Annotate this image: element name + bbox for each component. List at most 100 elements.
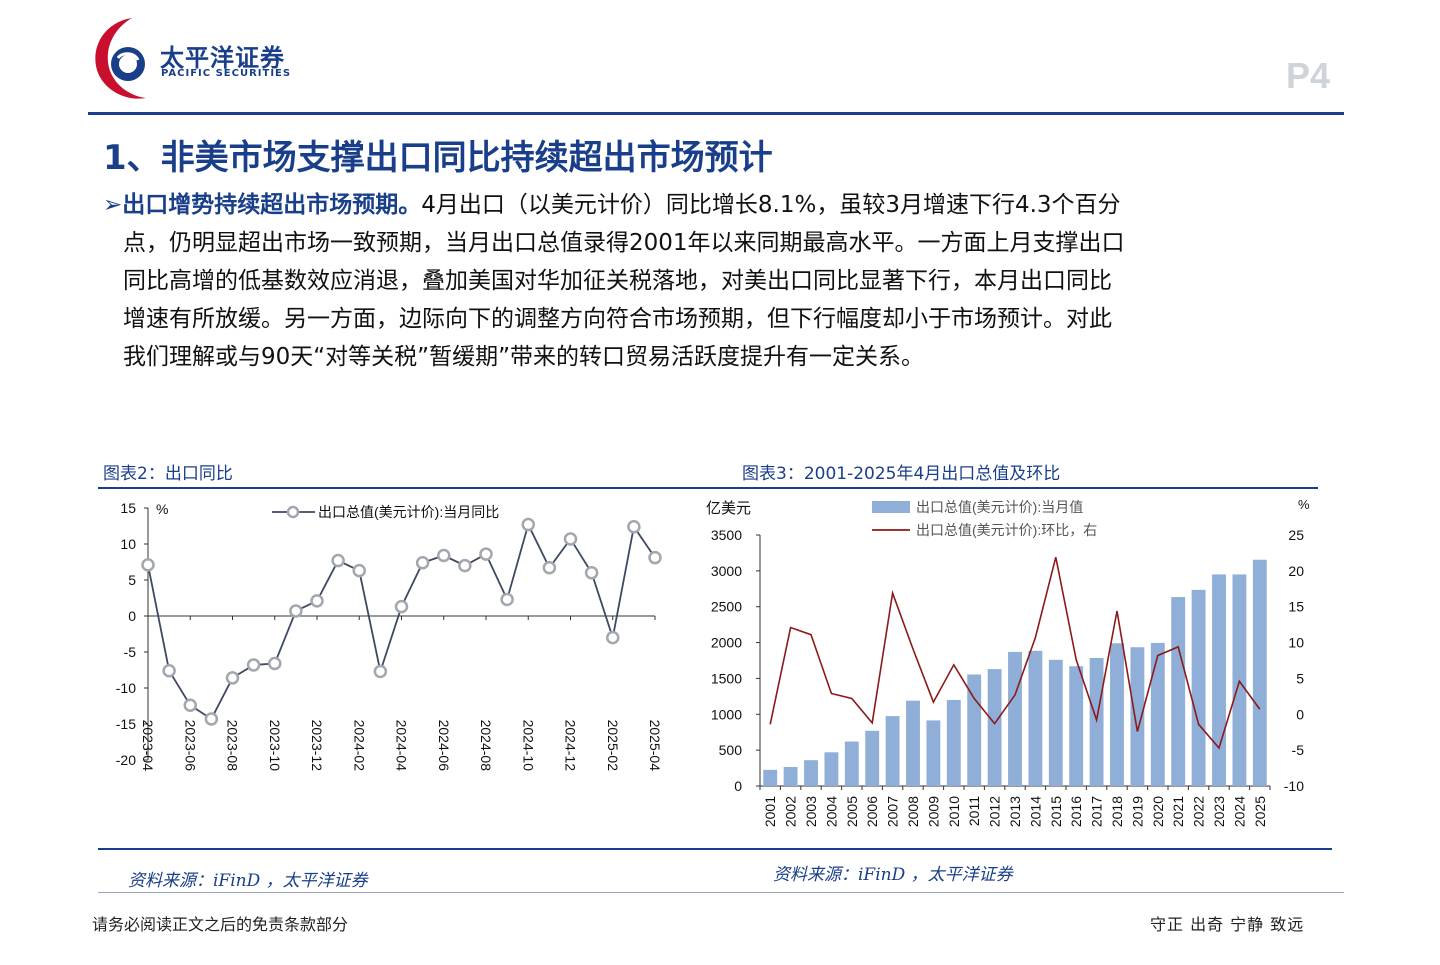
figure-3-title: 图表3：2001-2025年4月出口总值及环比 [742, 464, 1061, 484]
x-tick-label: 2023 [1211, 796, 1227, 827]
y2-tick-label: 10 [1288, 635, 1304, 651]
bar-2003 [804, 760, 818, 786]
y2-tick-label: 15 [1288, 599, 1304, 615]
figure-bottom-rule [98, 848, 1332, 850]
y-tick-label: 0 [128, 608, 136, 624]
y2-tick-label: -5 [1292, 742, 1305, 758]
section-title: 1、非美市场支撑出口同比持续超出市场预计 [103, 138, 773, 178]
x-tick-label: 2011 [966, 796, 982, 826]
data-point-2024-02 [352, 563, 366, 578]
y-tick-label: 2500 [711, 599, 742, 615]
data-point-2023-08 [225, 671, 240, 685]
bullet-arrow-icon: ➢ [103, 192, 123, 218]
data-point-2025-03 [627, 519, 641, 534]
legend-label: 出口总值(美元计价):当月同比 [318, 504, 499, 520]
x-tick-label: 2022 [1191, 796, 1207, 827]
paragraph-text: 4月出口（以美元计价）同比增长8.1%，虽较3月增速下行4.3个百分 [421, 192, 1121, 218]
y-tick-label: -20 [116, 752, 136, 768]
y-tick-label: -10 [116, 680, 136, 696]
x-tick-label: 2023-10 [267, 720, 283, 772]
header-divider [88, 112, 1344, 115]
bar-2006 [865, 730, 880, 786]
x-tick-label: 2019 [1129, 796, 1145, 827]
y-tick-label: 10 [120, 536, 136, 552]
brand-logo [88, 14, 298, 104]
x-tick-label: 2024-12 [563, 720, 579, 772]
y2-tick-label: -10 [1284, 778, 1304, 794]
data-point-2024-05 [415, 555, 430, 570]
y-tick-label: 1500 [711, 670, 742, 686]
data-point-2023-10 [268, 656, 282, 671]
legend-bar-label: 出口总值(美元计价):当月值 [916, 499, 1083, 515]
paragraph-line-5: 我们理解或与90天“对等关税”暂缓期”带来的转口贸易活跃度提升有一定关系。 [123, 344, 925, 370]
data-point-2024-04 [394, 599, 409, 614]
x-tick-label: 2004 [823, 796, 839, 827]
bar-2014 [1028, 650, 1043, 786]
bar-2025 [1252, 559, 1267, 786]
legend-bar-swatch [872, 501, 910, 513]
page-number: P4 [1286, 55, 1331, 96]
x-tick-label: 2005 [844, 796, 860, 827]
paragraph-lead: 出口增势持续超出市场预期。 [122, 192, 422, 218]
paragraph-line-4: 增速有所放缓。另一方面，边际向下的调整方向符合市场预期，但下行幅度却小于市场预计… [123, 306, 1112, 332]
legend-marker [286, 505, 300, 519]
x-tick-label: 2023-04 [140, 720, 156, 772]
data-point-2024-07 [458, 558, 472, 573]
data-point-2023-04 [141, 558, 155, 572]
x-tick-label: 2001 [762, 796, 778, 827]
y-unit-label: 亿美元 [706, 500, 751, 517]
y-tick-label: 1000 [711, 706, 742, 722]
x-tick-label: 2023-06 [182, 720, 198, 772]
data-point-2025-01 [584, 566, 599, 580]
x-tick-label: 2017 [1089, 796, 1105, 827]
bar-2008 [906, 700, 920, 786]
bar-2013 [1008, 651, 1022, 786]
x-tick-label: 2010 [946, 796, 962, 827]
x-tick-label: 2003 [803, 796, 819, 827]
bar-2009 [926, 720, 941, 786]
paragraph-line-1: ➢出口增势持续超出市场预期。4月出口（以美元计价）同比增长8.1%，虽较3月增速… [103, 186, 1333, 224]
x-tick-label: 2008 [905, 796, 921, 827]
data-point-2023-05 [162, 663, 176, 678]
bar-2010 [946, 699, 961, 786]
bar-2007 [885, 716, 900, 786]
data-point-2024-08 [479, 547, 493, 561]
bar-2001 [763, 769, 778, 786]
x-tick-label: 2007 [885, 796, 901, 827]
chart-export-yoy: 15 10 5 0 -5 -10 -15 -20% 2023-04 2023-06 2023-08 2… [116, 500, 663, 772]
x-tick-label: 2015 [1048, 796, 1064, 827]
x-tick-label: 2020 [1150, 796, 1166, 827]
x-tick-label: 2016 [1068, 796, 1084, 827]
data-point-2025-02 [606, 630, 620, 645]
bar-2021 [1171, 597, 1186, 786]
x-tick-label: 2025 [1252, 796, 1268, 827]
y2-tick-label: 20 [1288, 563, 1304, 579]
brand-name-en: PACIFIC SECURITIES [161, 68, 292, 79]
y2-tick-label: 0 [1296, 706, 1304, 722]
y-tick-label: 3000 [711, 563, 742, 579]
x-tick-label: 2021 [1170, 796, 1186, 827]
y-tick-label: 0 [734, 778, 742, 794]
y-tick-label: 2000 [711, 635, 742, 651]
bar-2004 [824, 752, 839, 786]
data-point-2025-04 [648, 550, 662, 565]
data-point-2024-01 [331, 553, 345, 568]
data-point-2024-12 [563, 532, 578, 546]
bar-2015 [1048, 659, 1063, 786]
x-tick-label: 2014 [1027, 796, 1043, 827]
x-tick-label: 2009 [925, 796, 941, 827]
y-unit-label: % [156, 501, 168, 517]
x-tick-label: 2013 [1007, 796, 1023, 827]
paragraph-line-2: 点，仍明显超出市场一致预期，当月出口总值录得2001年以来同期最高水平。一方面上… [123, 230, 1125, 256]
bar-2019 [1130, 647, 1145, 786]
bar-2002 [783, 766, 798, 786]
x-tick-label: 2025-04 [647, 720, 663, 772]
data-point-2023-11 [289, 604, 303, 618]
data-point-2024-09 [500, 592, 514, 607]
y-tick-label: -5 [124, 644, 137, 660]
y-tick-label: 500 [719, 742, 743, 758]
x-tick-label: 2002 [783, 796, 799, 827]
bar-2020 [1150, 642, 1165, 786]
series-line-mom [769, 557, 1261, 750]
bar-2018 [1110, 643, 1124, 786]
